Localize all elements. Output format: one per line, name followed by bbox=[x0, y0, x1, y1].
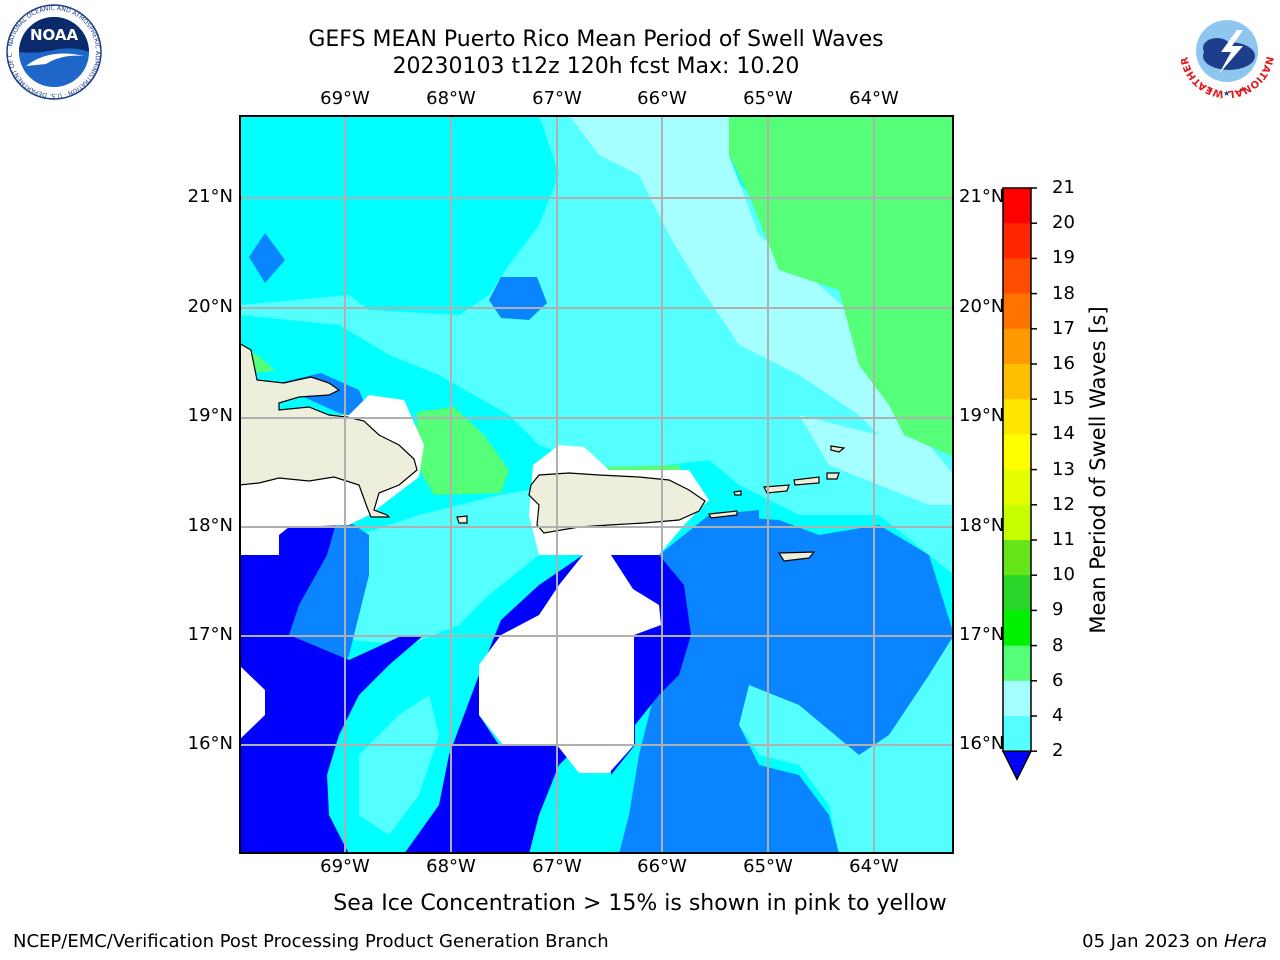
lon-label-top: 64°W bbox=[849, 88, 899, 109]
footer-branch: NCEP/EMC/Verification Post Processing Pr… bbox=[13, 931, 609, 952]
field-8-9s bbox=[569, 115, 954, 495]
lon-label-top: 68°W bbox=[426, 88, 476, 109]
sea-ice-note: Sea Ice Concentration > 15% is shown in … bbox=[333, 891, 947, 916]
colorbar-segment bbox=[1003, 469, 1031, 506]
colorbar-segment bbox=[1003, 504, 1031, 541]
colorbar-tick-label: 11 bbox=[1052, 529, 1075, 550]
colorbar-title: Mean Period of Swell Waves [s] bbox=[1086, 306, 1110, 634]
colorbar-tick-label: 10 bbox=[1052, 564, 1075, 586]
svg-text:★: ★ bbox=[1239, 85, 1246, 94]
colorbar-tick-label: 19 bbox=[1052, 247, 1075, 269]
footer-date: 05 Jan 2023 on Hera bbox=[1082, 931, 1267, 952]
colorbar-tick-label: 21 bbox=[1052, 177, 1075, 198]
footer-date-text: 05 Jan 2023 on bbox=[1082, 931, 1224, 952]
mask-west-edge bbox=[239, 665, 265, 740]
lat-label-left: 16°N bbox=[187, 733, 233, 754]
colorbar-tick-label: 13 bbox=[1052, 458, 1075, 480]
field-2-4s-nw bbox=[249, 233, 285, 283]
colorbar-extend-arrow bbox=[1001, 750, 1033, 781]
colorbar-segment bbox=[1003, 258, 1031, 295]
field-2-4s-north bbox=[489, 277, 547, 320]
lon-label-top: 65°W bbox=[743, 88, 793, 109]
colorbar-tick-label: 9 bbox=[1052, 599, 1064, 621]
field-9-10s-hispaniola bbox=[417, 407, 509, 495]
lat-label-right: 21°N bbox=[959, 186, 1005, 207]
colorbar-tick-label: 8 bbox=[1052, 634, 1064, 656]
field-2-4s-southeast bbox=[619, 515, 954, 854]
colorbar-tick-label: 14 bbox=[1052, 423, 1075, 445]
svg-text:★: ★ bbox=[1223, 89, 1230, 98]
lat-label-left: 18°N bbox=[187, 515, 233, 536]
lon-label-bottom: 67°W bbox=[532, 856, 582, 877]
chart-title: GEFS MEAN Puerto Rico Mean Period of Swe… bbox=[308, 27, 884, 52]
land-st-croix bbox=[777, 551, 816, 562]
mask-south bbox=[479, 555, 661, 773]
colorbar-tick-label: 2 bbox=[1052, 740, 1064, 762]
field-9-10s bbox=[729, 115, 954, 457]
lat-label-right: 18°N bbox=[959, 515, 1005, 536]
lon-label-top: 67°W bbox=[532, 88, 582, 109]
colorbar-segment bbox=[1003, 575, 1031, 611]
map-plot bbox=[239, 115, 954, 854]
lat-label-left: 19°N bbox=[187, 405, 233, 426]
lon-label-top: 66°W bbox=[637, 88, 687, 109]
colorbar-tick-label: 18 bbox=[1052, 282, 1075, 304]
field-8-9s-b bbox=[799, 415, 954, 505]
lat-label-right: 16°N bbox=[959, 733, 1005, 754]
land-vieques bbox=[708, 510, 738, 519]
field-6-8s-south bbox=[299, 485, 599, 645]
lon-label-bottom: 68°W bbox=[426, 856, 476, 877]
colorbar-segment bbox=[1003, 716, 1031, 752]
colorbar-segment bbox=[1003, 328, 1031, 365]
colorbar-segment bbox=[1003, 434, 1031, 471]
nws-logo: NATIONAL WEATHER SERVICE ★ ★ ★ bbox=[1177, 2, 1275, 99]
colorbar-segment bbox=[1003, 680, 1031, 717]
colorbar-tick-label: 17 bbox=[1052, 317, 1075, 339]
colorbar-tick-label: 6 bbox=[1052, 669, 1064, 691]
chart-subtitle: 20230103 t12z 120h fcst Max: 10.20 bbox=[392, 54, 800, 79]
lat-label-left: 17°N bbox=[187, 624, 233, 645]
field-under-2s-west bbox=[239, 500, 424, 854]
lon-label-bottom: 64°W bbox=[849, 856, 899, 877]
land-hispaniola bbox=[239, 342, 418, 518]
colorbar-segment bbox=[1003, 364, 1031, 400]
grid-lines bbox=[239, 115, 954, 854]
lat-label-right: 20°N bbox=[959, 296, 1005, 317]
noaa-wordmark: NOAA bbox=[30, 26, 79, 44]
colorbar-tick-label: 12 bbox=[1052, 493, 1075, 515]
lat-label-left: 21°N bbox=[187, 186, 233, 207]
map-frame bbox=[239, 115, 954, 854]
footer-host: Hera bbox=[1223, 931, 1267, 952]
colorbar-tick-label: 15 bbox=[1052, 388, 1075, 410]
lat-label-right: 17°N bbox=[959, 624, 1005, 645]
noaa-logo: NATIONAL OCEANIC AND ATMOSPHERIC ADMINIS… bbox=[4, 4, 102, 100]
colorbar-segment bbox=[1003, 540, 1031, 576]
land-mona bbox=[456, 515, 468, 524]
colorbar-segment bbox=[1003, 293, 1031, 330]
colorbar-segment bbox=[1003, 645, 1031, 682]
lon-label-bottom: 66°W bbox=[637, 856, 687, 877]
svg-text:★: ★ bbox=[1207, 85, 1214, 94]
field-under-2s-central bbox=[404, 555, 617, 854]
lon-label-bottom: 69°W bbox=[320, 856, 370, 877]
colorbar bbox=[1001, 187, 1037, 781]
colorbar-segment bbox=[1003, 399, 1031, 435]
lat-label-right: 19°N bbox=[959, 405, 1005, 426]
field-6-8s-left bbox=[359, 695, 439, 835]
colorbar-tick-label: 16 bbox=[1052, 353, 1075, 374]
colorbar-tick-label: 20 bbox=[1052, 212, 1075, 234]
lon-label-bottom: 65°W bbox=[743, 856, 793, 877]
colorbar-segment bbox=[1003, 188, 1031, 224]
colorbar-tick-label: 4 bbox=[1052, 705, 1064, 726]
colorbar-segment bbox=[1003, 223, 1031, 259]
land-virgin-islands bbox=[733, 445, 846, 496]
colorbar-segment bbox=[1003, 610, 1031, 647]
lon-label-top: 69°W bbox=[320, 88, 370, 109]
lat-label-left: 20°N bbox=[187, 296, 233, 317]
